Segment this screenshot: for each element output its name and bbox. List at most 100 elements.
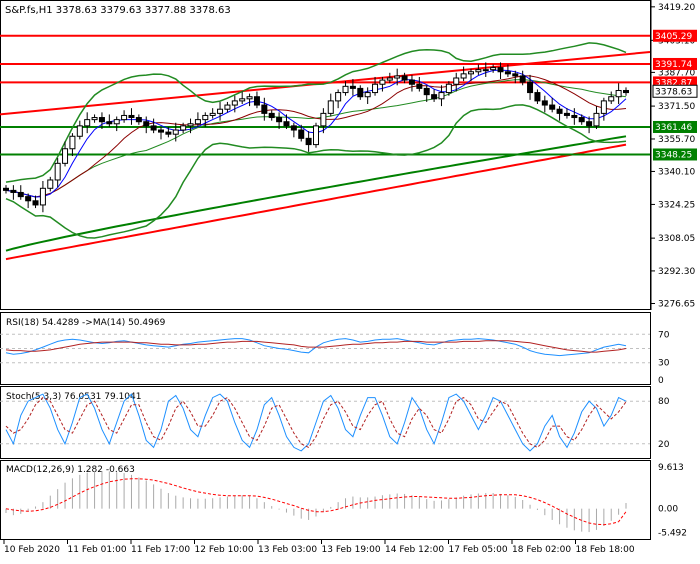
candle-body xyxy=(386,77,393,81)
price-tick-label: 3419.20 xyxy=(658,3,695,13)
time-tick-label: 18 Feb 02:00 xyxy=(512,545,571,555)
stoch-signal-line xyxy=(5,396,627,449)
candle-body xyxy=(556,108,563,114)
candle-body xyxy=(482,69,489,72)
candle-body xyxy=(335,92,342,102)
level-label: 3348.25 xyxy=(655,150,692,160)
candle-body xyxy=(408,79,415,85)
candle-body xyxy=(128,114,135,119)
candle-body xyxy=(62,148,69,164)
candle-body xyxy=(438,92,445,100)
candle-body xyxy=(431,94,438,100)
candle-body xyxy=(394,75,401,79)
candle-body xyxy=(423,87,430,96)
candle-body xyxy=(253,96,260,106)
candle-body xyxy=(135,117,142,123)
candle-body xyxy=(39,187,46,206)
candle-body xyxy=(549,104,556,110)
candle-body xyxy=(194,119,201,125)
candle-body xyxy=(527,81,534,94)
macd-tick-label: 0.00 xyxy=(658,505,678,515)
current-price-label: 3378.63 xyxy=(655,87,692,97)
stoch-panel: Stoch(5,3,3) 76.0531 79.1041 xyxy=(0,386,651,459)
candle-body xyxy=(69,135,76,150)
candle-body xyxy=(25,196,32,202)
macd-panel-title: MACD(12,26,9) 1.282 -0.663 xyxy=(6,465,135,475)
level-label-bg xyxy=(653,29,697,42)
candle-body xyxy=(586,121,593,127)
candle-body xyxy=(113,119,120,125)
bollinger-lower-line xyxy=(5,104,627,239)
candle-body xyxy=(490,67,497,71)
ma-long-green-line xyxy=(5,135,627,252)
time-tick-label: 13 Feb 03:00 xyxy=(258,545,317,555)
price-tick-label: 3308.05 xyxy=(658,234,695,244)
candle-body xyxy=(313,125,319,146)
candle-body xyxy=(224,104,231,110)
stoch-main-line xyxy=(5,393,627,452)
candle-body xyxy=(600,100,607,114)
candle-body xyxy=(608,96,615,102)
time-tick-label: 11 Feb 17:00 xyxy=(131,545,190,555)
candle-body xyxy=(121,114,128,121)
rsi-tick-label: 0 xyxy=(658,376,664,386)
candle-body xyxy=(541,100,548,106)
price-tick-label: 3387.70 xyxy=(658,68,695,78)
candle-body xyxy=(342,85,349,94)
stoch-tick-label: 20 xyxy=(658,440,670,450)
candle-body xyxy=(10,189,17,193)
candle-body xyxy=(268,112,275,119)
candle-body xyxy=(320,112,327,127)
candle-body xyxy=(327,100,334,114)
candle-body xyxy=(298,129,305,139)
candle-body xyxy=(475,69,482,73)
candle-body xyxy=(445,83,452,94)
candle-body xyxy=(593,112,600,127)
candle-body xyxy=(379,79,386,85)
macd-tick-label: 9.613 xyxy=(658,463,684,473)
price-tick-label: 3276.65 xyxy=(658,299,695,309)
candle-body xyxy=(32,200,39,206)
candle-body xyxy=(180,125,187,131)
candle-body xyxy=(512,73,519,77)
rsi-ma-line xyxy=(5,340,627,353)
candle-body xyxy=(349,85,356,89)
candle-body xyxy=(187,123,194,127)
bollinger-upper-line xyxy=(5,42,627,183)
price-tick-label: 3371.50 xyxy=(658,102,695,112)
macd-panel: MACD(12,26,9) 1.282 -0.663 xyxy=(0,460,651,540)
price-panel-title: S&P.fs,H1 3378.63 3379.63 3377.88 3378.6… xyxy=(5,5,231,16)
candle-body xyxy=(578,117,585,123)
macd-tick-label: -5.492 xyxy=(658,528,687,538)
current-price-box xyxy=(652,84,698,98)
level-label: 3361.46 xyxy=(655,123,692,133)
candle-body xyxy=(372,83,379,94)
candle-body xyxy=(401,75,408,81)
candle-body xyxy=(416,83,423,89)
candle-body xyxy=(453,77,460,85)
candle-body xyxy=(563,112,570,116)
candle-body xyxy=(460,73,467,79)
candle-body xyxy=(261,104,268,114)
level-label-bg xyxy=(653,148,697,161)
candle-body xyxy=(497,67,504,73)
candle-body xyxy=(571,114,578,119)
candle-body xyxy=(504,71,511,75)
macd-signal-line xyxy=(5,478,627,526)
candle-body xyxy=(76,125,83,137)
candle-body xyxy=(305,137,312,146)
candle-body xyxy=(357,87,364,98)
candle-body xyxy=(615,89,622,98)
time-tick-label: 10 Feb 2020 xyxy=(4,545,60,555)
stoch-panel-title: Stoch(5,3,3) 76.0531 79.1041 xyxy=(6,392,141,402)
candle-body xyxy=(623,89,629,94)
candle-body xyxy=(202,114,209,121)
candle-body xyxy=(246,96,253,100)
rsi-tick-label: 70 xyxy=(658,330,670,340)
candle-body xyxy=(468,71,474,75)
price-tick-label: 3355.70 xyxy=(658,135,695,145)
time-tick-label: 14 Feb 12:00 xyxy=(385,545,444,555)
candle-body xyxy=(91,117,98,121)
